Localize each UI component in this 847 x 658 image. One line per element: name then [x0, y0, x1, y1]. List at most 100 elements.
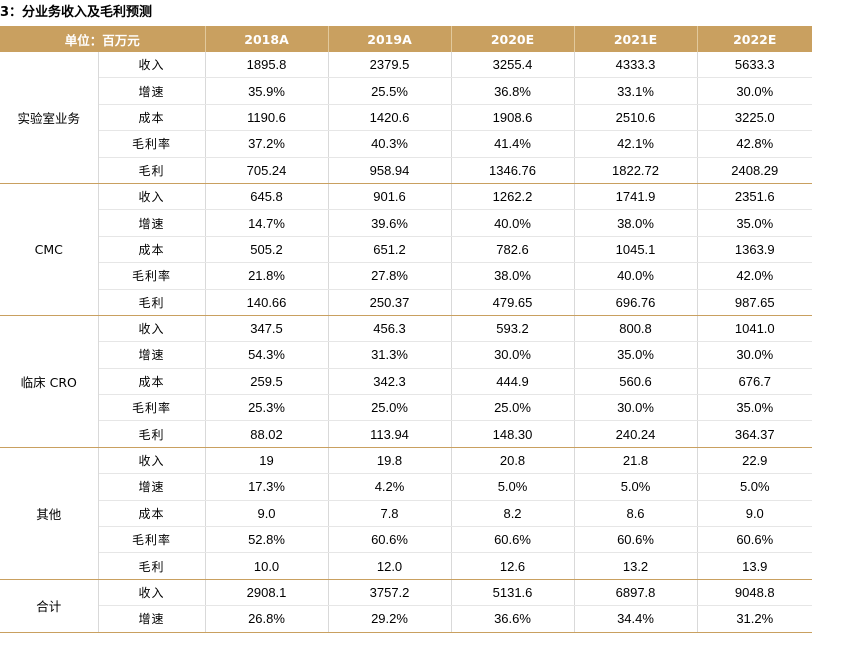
- value-cell: 41.4%: [451, 130, 575, 158]
- table-row: 成本 9.0 7.8 8.2 8.6 9.0: [0, 500, 813, 528]
- table-row: 其他 收入 19 19.8 20.8 21.8 22.9: [0, 447, 813, 580]
- table-title: 3：分业务收入及毛利预测: [0, 5, 153, 20]
- value-cell: 479.65: [451, 289, 575, 316]
- value-cell: 4333.3: [574, 52, 698, 79]
- table-row: 增速 35.9% 25.5% 36.8% 33.1% 30.0%: [0, 77, 813, 105]
- table-row: 合计 收入 2908.1 3757.2 5131.6 6897.8 9048.8: [0, 579, 813, 633]
- table-row: 毛利率 52.8% 60.6% 60.6% 60.6% 60.6%: [0, 526, 813, 554]
- value-cell: 2379.5: [328, 52, 452, 79]
- metric-label: 成本: [98, 500, 206, 528]
- value-cell: 12.0: [328, 552, 452, 580]
- value-cell: 5.0%: [574, 473, 698, 501]
- table-row: 增速 54.3% 31.3% 30.0% 35.0% 30.0%: [0, 341, 813, 369]
- value-cell: 705.24: [205, 157, 329, 184]
- value-cell: 25.0%: [451, 394, 575, 422]
- value-cell: 21.8%: [205, 262, 329, 290]
- value-cell: 958.94: [328, 157, 452, 184]
- metric-label: 收入: [98, 447, 206, 475]
- value-cell: 113.94: [328, 420, 452, 448]
- year-header: 2020E: [451, 26, 575, 52]
- value-cell: 5.0%: [451, 473, 575, 501]
- value-cell: 13.2: [574, 552, 698, 580]
- value-cell: 25.5%: [328, 77, 452, 105]
- table-row: 毛利 705.24 958.94 1346.76 1822.72 2408.29: [0, 157, 813, 184]
- value-cell: 593.2: [451, 315, 575, 343]
- segment-name: 合计: [0, 579, 99, 633]
- metric-label: 增速: [98, 605, 206, 633]
- value-cell: 38.0%: [451, 262, 575, 290]
- value-cell: 21.8: [574, 447, 698, 475]
- value-cell: 30.0%: [574, 394, 698, 422]
- value-cell: 13.9: [697, 552, 813, 580]
- value-cell: 36.6%: [451, 605, 575, 633]
- value-cell: 60.6%: [697, 526, 813, 554]
- value-cell: 9.0: [205, 500, 329, 528]
- value-cell: 42.1%: [574, 130, 698, 158]
- unit-header: 单位：百万元: [0, 26, 206, 52]
- metric-label: 毛利率: [98, 526, 206, 554]
- value-cell: 8.2: [451, 500, 575, 528]
- metric-label: 收入: [98, 52, 206, 79]
- value-cell: 364.37: [697, 420, 813, 448]
- table-row: 毛利率 25.3% 25.0% 25.0% 30.0% 35.0%: [0, 394, 813, 422]
- value-cell: 444.9: [451, 368, 575, 396]
- value-cell: 782.6: [451, 236, 575, 264]
- metric-label: 毛利: [98, 552, 206, 580]
- value-cell: 1346.76: [451, 157, 575, 184]
- value-cell: 676.7: [697, 368, 813, 396]
- value-cell: 696.76: [574, 289, 698, 316]
- metric-label: 收入: [98, 183, 206, 211]
- value-cell: 42.8%: [697, 130, 813, 158]
- value-cell: 1741.9: [574, 183, 698, 211]
- header-row: 单位：百万元 2018A 2019A 2020E 2021E 2022E: [0, 26, 813, 52]
- table-row: 成本 1190.6 1420.6 1908.6 2510.6 3225.0: [0, 104, 813, 132]
- value-cell: 40.0%: [451, 209, 575, 237]
- value-cell: 1420.6: [328, 104, 452, 132]
- value-cell: 7.8: [328, 500, 452, 528]
- table-row: 毛利率 37.2% 40.3% 41.4% 42.1% 42.8%: [0, 130, 813, 158]
- value-cell: 240.24: [574, 420, 698, 448]
- value-cell: 140.66: [205, 289, 329, 316]
- value-cell: 20.8: [451, 447, 575, 475]
- metric-label: 增速: [98, 473, 206, 501]
- table-row: 增速 14.7% 39.6% 40.0% 38.0% 35.0%: [0, 209, 813, 237]
- metric-label: 毛利: [98, 420, 206, 448]
- value-cell: 33.1%: [574, 77, 698, 105]
- value-cell: 12.6: [451, 552, 575, 580]
- year-header: 2018A: [205, 26, 329, 52]
- year-header: 2019A: [328, 26, 452, 52]
- value-cell: 1041.0: [697, 315, 813, 343]
- value-cell: 34.4%: [574, 605, 698, 633]
- value-cell: 6897.8: [574, 579, 698, 607]
- value-cell: 30.0%: [451, 341, 575, 369]
- year-header: 2021E: [574, 26, 698, 52]
- value-cell: 3255.4: [451, 52, 575, 79]
- value-cell: 22.9: [697, 447, 813, 475]
- value-cell: 1895.8: [205, 52, 329, 79]
- value-cell: 651.2: [328, 236, 452, 264]
- value-cell: 52.8%: [205, 526, 329, 554]
- value-cell: 36.8%: [451, 77, 575, 105]
- value-cell: 2510.6: [574, 104, 698, 132]
- value-cell: 1190.6: [205, 104, 329, 132]
- value-cell: 987.65: [697, 289, 813, 316]
- value-cell: 2351.6: [697, 183, 813, 211]
- segment-name: 临床 CRO: [0, 315, 99, 448]
- value-cell: 3757.2: [328, 579, 452, 607]
- table-row: 毛利 10.0 12.0 12.6 13.2 13.9: [0, 552, 813, 580]
- value-cell: 1908.6: [451, 104, 575, 132]
- metric-label: 增速: [98, 209, 206, 237]
- table-row: 毛利率 21.8% 27.8% 38.0% 40.0% 42.0%: [0, 262, 813, 290]
- metric-label: 成本: [98, 104, 206, 132]
- value-cell: 60.6%: [451, 526, 575, 554]
- value-cell: 347.5: [205, 315, 329, 343]
- value-cell: 37.2%: [205, 130, 329, 158]
- value-cell: 27.8%: [328, 262, 452, 290]
- table-row: CMC 收入 645.8 901.6 1262.2 1741.9 2351.6: [0, 183, 813, 316]
- metric-label: 毛利率: [98, 130, 206, 158]
- value-cell: 19.8: [328, 447, 452, 475]
- value-cell: 40.0%: [574, 262, 698, 290]
- value-cell: 4.2%: [328, 473, 452, 501]
- table-row: 实验室业务 收入 1895.8 2379.5 3255.4 4333.3 5633.3: [0, 52, 813, 184]
- value-cell: 148.30: [451, 420, 575, 448]
